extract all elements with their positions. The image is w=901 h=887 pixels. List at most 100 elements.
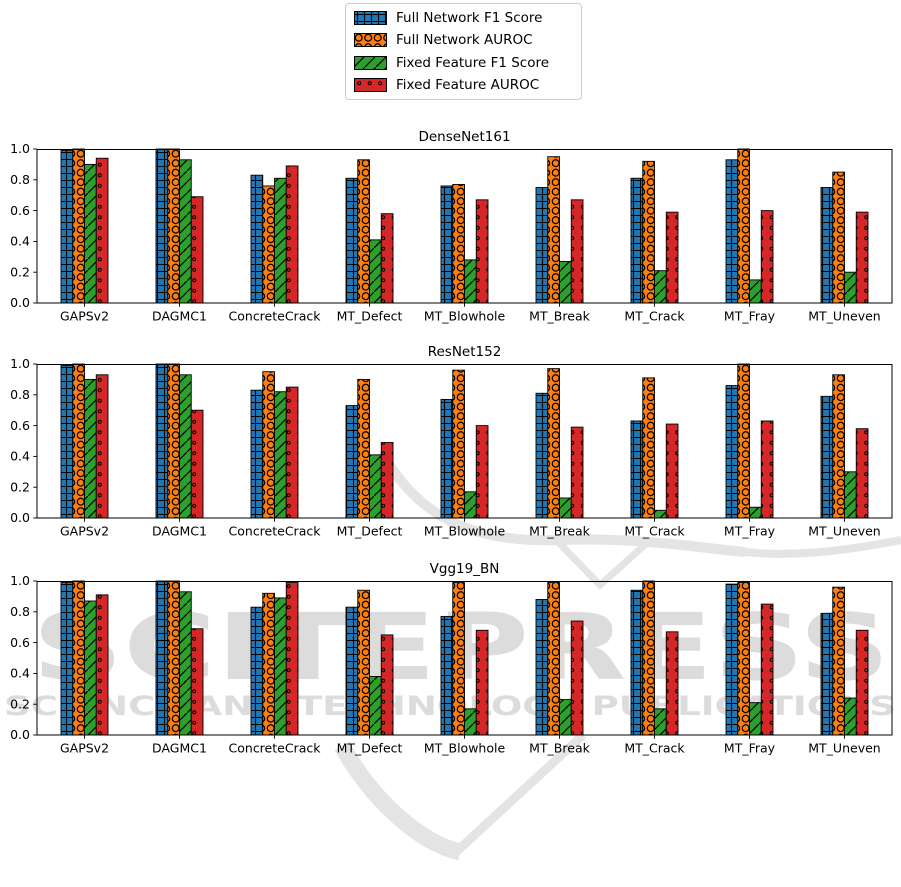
bar-hatch	[654, 270, 667, 304]
bar-hatch	[285, 165, 299, 304]
legend-patch-full-network-auroc-icon	[354, 33, 387, 48]
x-tick-label: DAGMC1	[152, 309, 207, 324]
x-tick-label: MT_Uneven	[808, 741, 880, 756]
y-tick-label: 0.2	[10, 264, 30, 279]
legend-item-fixed-feature-f1: Fixed Feature F1 Score	[354, 55, 581, 71]
bar-hatch	[559, 260, 572, 304]
x-tick-label: ConcreteCrack	[229, 524, 322, 539]
y-tick-label: 1.0	[10, 573, 30, 588]
bar-hatch	[357, 378, 370, 519]
x-tick-label: MT_Break	[529, 524, 590, 539]
x-tick-label: MT_Break	[529, 309, 590, 324]
legend-patch-fixed-feature-f1-icon	[354, 55, 387, 70]
legend-patch-hatch	[354, 55, 387, 70]
bar-hatch	[440, 398, 454, 519]
bar-hatch	[167, 363, 180, 519]
bar-hatch	[380, 213, 394, 304]
legend-patch-full-network-f1-icon	[354, 11, 387, 26]
plot-title-resnet152: ResNet152	[427, 344, 502, 360]
bar-chart-vgg19bn: 0.0 0.2 0.4 0.6 0.8 1.0 GAPSv2 DAGMC1 ConcreteCr…	[10, 573, 893, 756]
bar-hatch	[72, 148, 85, 304]
bar-hatch	[535, 187, 549, 304]
bar-hatch	[855, 428, 869, 519]
x-tick-label: MT_Blowhole	[424, 309, 506, 324]
bar-hatch	[642, 377, 655, 519]
bar-hatch	[274, 391, 287, 519]
bar-hatch	[190, 628, 204, 736]
subplot-densenet161: DenseNet161 0.0 0.2 0.4 0.6 0.8 1.0 GAPSv2 DAGM…	[0, 126, 901, 326]
bar-hatch	[95, 374, 109, 519]
bar-hatch	[84, 378, 97, 519]
plot-title-densenet161: DenseNet161	[418, 129, 511, 145]
bar-hatch	[250, 606, 264, 736]
bar-hatch	[749, 702, 762, 736]
x-tick-label: MT_Blowhole	[424, 741, 506, 756]
y-tick-label: 0.6	[10, 418, 30, 433]
bar-hatch	[380, 634, 394, 736]
bar-hatch	[749, 279, 762, 304]
bar-hatch	[285, 582, 299, 736]
bar-hatch	[725, 583, 739, 736]
bar-hatch	[155, 580, 169, 736]
bar-hatch	[95, 157, 109, 304]
y-tick-label: 0.2	[10, 696, 30, 711]
legend-label: Fixed Feature AUROC	[396, 76, 540, 93]
bar-hatch	[559, 699, 572, 736]
subplot-vgg19bn: Vgg19_BN 0.0 0.2 0.4 0.6 0.8 1.0 GAPSv2 DAGMC1 C…	[0, 558, 901, 758]
bar-hatch	[570, 199, 584, 304]
bar-hatch	[369, 454, 382, 519]
bar-hatch	[820, 612, 834, 736]
bar-hatch	[250, 174, 264, 304]
watermark-vee	[553, 537, 651, 590]
x-tick-label: MT_Fray	[724, 524, 776, 539]
chart-legend: Full Network F1 Score Full Network AUROC…	[345, 3, 582, 100]
y-tick-label: 0.4	[10, 234, 30, 249]
bar-hatch	[630, 420, 644, 519]
bar-hatch	[60, 582, 74, 736]
bar-hatch	[60, 365, 74, 519]
bar-hatch	[84, 163, 97, 304]
bar-hatch	[760, 210, 774, 304]
bar-hatch	[737, 148, 750, 304]
bar-hatch	[725, 385, 739, 519]
bar-hatch	[155, 363, 169, 519]
bar-hatch	[547, 582, 560, 736]
bar-hatch	[155, 148, 169, 304]
bar-hatch	[855, 211, 869, 304]
y-tick-label: 0.4	[10, 666, 30, 681]
bar-hatch	[380, 442, 394, 519]
legend-label: Full Network F1 Score	[396, 10, 543, 27]
bar-hatch	[179, 374, 192, 519]
bar-hatch	[535, 392, 549, 519]
bar-chart-densenet161: 0.0 0.2 0.4 0.6 0.8 1.0 GAPSv2 DAGMC1 ConcreteCr…	[10, 141, 893, 324]
y-tick-label: 0.8	[10, 604, 30, 619]
legend-item-full-network-f1: Full Network F1 Score	[354, 10, 581, 26]
x-tick-label: ConcreteCrack	[229, 741, 322, 756]
legend-patch-hatch	[354, 77, 387, 92]
bar-hatch	[285, 386, 299, 519]
bar-hatch	[274, 597, 287, 736]
legend-patch-fixed-feature-auroc-icon	[354, 77, 387, 92]
bar-hatch	[464, 708, 477, 736]
bar-chart-resnet152: 0.0 0.2 0.4 0.6 0.8 1.0 GAPSv2 DAGMC1 ConcreteCr…	[10, 356, 893, 539]
bar-hatch	[369, 239, 382, 304]
bar-hatch	[725, 159, 739, 304]
y-tick-label: 0.6	[10, 203, 30, 218]
y-tick-label: 0.0	[10, 295, 30, 310]
x-tick-label: MT_Crack	[624, 309, 685, 324]
bar-hatch	[832, 586, 845, 736]
bar-hatch	[179, 159, 192, 304]
bar-hatch	[559, 497, 572, 519]
bar-hatch	[475, 629, 489, 736]
bar-hatch	[190, 409, 204, 519]
bar-hatch	[737, 363, 750, 519]
bar-hatch	[820, 187, 834, 304]
x-tick-label: MT_Defect	[337, 524, 403, 539]
watermark-swoosh-tail	[744, 536, 901, 558]
bar-hatch	[475, 199, 489, 304]
bar-hatch	[665, 631, 679, 736]
bar-hatch	[535, 599, 549, 736]
legend-label: Full Network AUROC	[396, 32, 533, 49]
bar-hatch	[475, 425, 489, 519]
bar-hatch	[665, 423, 679, 519]
